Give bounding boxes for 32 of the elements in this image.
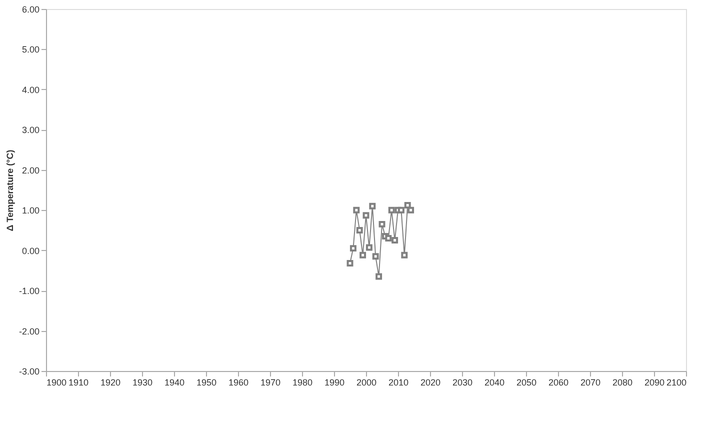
x-tick-label: 1910: [68, 378, 89, 388]
x-tick-label: 1940: [164, 378, 185, 388]
y-tick-label: 0.00: [22, 246, 40, 256]
y-tick-label: 4.00: [22, 84, 40, 95]
x-tick-label: 2060: [548, 378, 569, 388]
x-tick-label: 2080: [612, 378, 633, 388]
y-tick-label: -1.00: [18, 286, 40, 296]
x-tick-label: 1960: [228, 378, 249, 388]
y-tick-label: -3.00: [18, 366, 40, 376]
x-tick-label: 2030: [452, 378, 473, 388]
y-tick-label: 6.00: [22, 4, 40, 14]
x-tick-label: 2000: [356, 378, 377, 388]
x-tick-label: 2090: [644, 378, 665, 388]
x-tick-label: 1920: [100, 378, 121, 388]
x-tick-label: 1990: [324, 378, 345, 388]
y-tick-label: 1.00: [22, 206, 40, 216]
y-tick-label: 3.00: [22, 125, 40, 136]
y-tick-label: -2.00: [18, 326, 40, 336]
y-axis-title: Δ Temperature (°C): [4, 150, 15, 232]
x-tick-label: 2040: [484, 378, 505, 388]
x-tick-label: 2020: [420, 378, 441, 388]
x-tick-label: 2070: [580, 378, 601, 388]
y-tick-label: 5.00: [22, 44, 40, 55]
x-tick-label: 2010: [388, 378, 409, 388]
x-tick-label: 2050: [516, 378, 537, 388]
y-tick-label: 2.00: [22, 165, 40, 176]
x-tick-label: 1950: [196, 378, 217, 388]
x-tick-label: 1980: [292, 378, 313, 388]
x-tick-label: 1900: [46, 378, 67, 388]
x-tick-label: 1970: [260, 378, 281, 388]
x-tick-label: 1930: [132, 378, 153, 388]
x-tick-label: 2100: [666, 378, 686, 388]
